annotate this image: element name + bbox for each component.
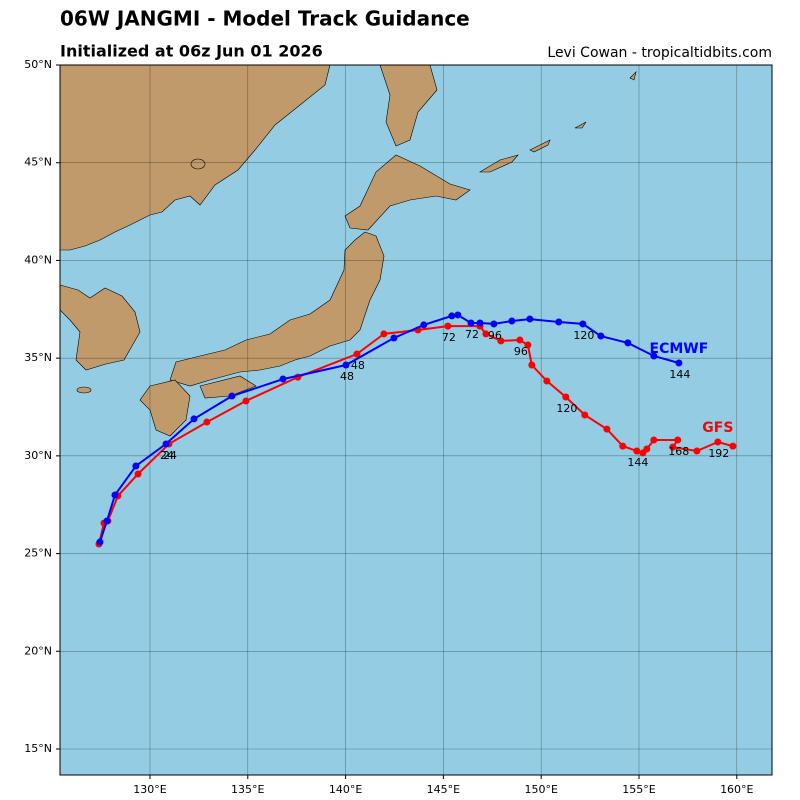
- track-point: [643, 445, 651, 453]
- hour-label: 168: [668, 445, 689, 458]
- track-point: [633, 447, 641, 455]
- track-point: [693, 447, 701, 455]
- track-point: [543, 377, 551, 385]
- credit: Levi Cowan - tropicaltidbits.com: [547, 45, 772, 61]
- track-point: [132, 462, 140, 470]
- track-point: [508, 317, 516, 325]
- track-point: [190, 415, 198, 423]
- track-point: [242, 397, 250, 405]
- hour-label: 96: [488, 329, 502, 342]
- track-point: [476, 319, 484, 327]
- hour-label: 192: [708, 447, 729, 460]
- hour-label: 144: [627, 456, 648, 469]
- x-tick-label: 140°E: [329, 783, 362, 796]
- track-point: [619, 442, 627, 450]
- land: [59, 64, 637, 437]
- hour-label: 72: [465, 328, 479, 341]
- track-point: [524, 341, 532, 349]
- y-tick-label: 20°N: [24, 644, 52, 657]
- track-point: [162, 440, 170, 448]
- hour-label: 144: [669, 368, 690, 381]
- y-tick-label: 35°N: [24, 351, 52, 364]
- track-point: [279, 375, 287, 383]
- track-point: [342, 361, 350, 369]
- track-point: [103, 517, 111, 525]
- track-point: [96, 538, 104, 546]
- track-point: [528, 361, 536, 369]
- track-point: [669, 443, 677, 451]
- track-point: [729, 442, 737, 450]
- track-point: [650, 352, 658, 360]
- hour-label: 72: [442, 331, 456, 344]
- track-point: [490, 320, 498, 328]
- track-point: [603, 425, 611, 433]
- x-tick-label: 130°E: [133, 783, 166, 796]
- x-tick-label: 145°E: [427, 783, 460, 796]
- track-point: [203, 418, 211, 426]
- track-point: [454, 311, 462, 319]
- hour-label: 48: [351, 359, 365, 372]
- track-point: [111, 491, 119, 499]
- track-point: [675, 359, 683, 367]
- chart-title: 06W JANGMI - Model Track Guidance: [60, 7, 470, 31]
- x-tick-label: 150°E: [524, 783, 557, 796]
- y-tick-label: 40°N: [24, 253, 52, 266]
- x-tick-label: 135°E: [231, 783, 264, 796]
- track-point: [714, 438, 722, 446]
- track-point: [228, 392, 236, 400]
- track-point: [562, 393, 570, 401]
- hour-label: 24: [163, 449, 177, 462]
- track-point: [448, 312, 456, 320]
- track-point: [380, 330, 388, 338]
- hour-label: 96: [514, 345, 528, 358]
- y-tick-label: 30°N: [24, 449, 52, 462]
- model-name: GFS: [702, 420, 733, 436]
- track-point: [353, 350, 361, 358]
- track-point: [597, 332, 605, 340]
- track-point: [516, 336, 524, 344]
- model-name: ECMWF: [650, 341, 709, 357]
- y-tick-label: 25°N: [24, 547, 52, 560]
- track-point: [555, 318, 563, 326]
- track-point: [390, 334, 398, 342]
- hour-label: 48: [340, 370, 354, 383]
- track-point: [581, 411, 589, 419]
- track-point: [444, 322, 452, 330]
- map-frame: [59, 64, 773, 776]
- chart-subtitle: Initialized at 06z Jun 01 2026: [60, 42, 323, 61]
- track-point: [482, 330, 490, 338]
- y-tick-label: 50°N: [24, 58, 52, 71]
- track-point: [624, 339, 632, 347]
- y-tick-label: 45°N: [24, 156, 52, 169]
- x-tick-label: 160°E: [720, 783, 753, 796]
- track-point: [497, 337, 505, 345]
- track-point: [420, 321, 428, 329]
- hour-label: 120: [556, 402, 577, 415]
- track-point: [650, 436, 658, 444]
- x-tick-label: 155°E: [622, 783, 655, 796]
- track-point: [674, 436, 682, 444]
- y-tick-label: 15°N: [24, 742, 52, 755]
- hour-label: 120: [573, 329, 594, 342]
- track-point: [579, 320, 587, 328]
- track-point: [526, 315, 534, 323]
- track-point: [134, 470, 142, 478]
- hour-label: 24: [160, 449, 174, 462]
- track-point: [467, 319, 475, 327]
